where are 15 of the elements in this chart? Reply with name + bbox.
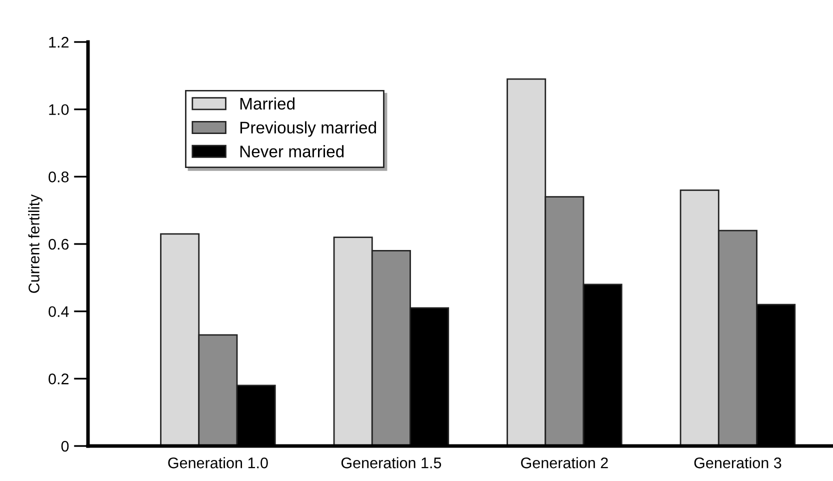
y-tick-label: 0.8 (48, 172, 69, 182)
x-tick-label: Generation 3 (694, 457, 782, 468)
y-tick-label: 0.2 (48, 374, 68, 384)
x-tick-label: Generation 1.5 (341, 457, 442, 468)
y-tick-label: 1.2 (49, 36, 68, 48)
y-tick-label: 1.0 (49, 104, 69, 116)
y-tick-label: 0.6 (48, 238, 69, 250)
legend-label: Previously married (240, 121, 376, 137)
legend-label: Married (240, 97, 294, 110)
x-tick-label: Generation 1.0 (168, 457, 268, 468)
y-tick-label: 0 (61, 440, 69, 452)
y-axis-title: Current fertility (28, 194, 42, 293)
y-tick-label: 0.4 (48, 306, 69, 318)
x-tick-label: Generation 2 (521, 457, 608, 468)
legend-label: Never married (240, 145, 344, 158)
